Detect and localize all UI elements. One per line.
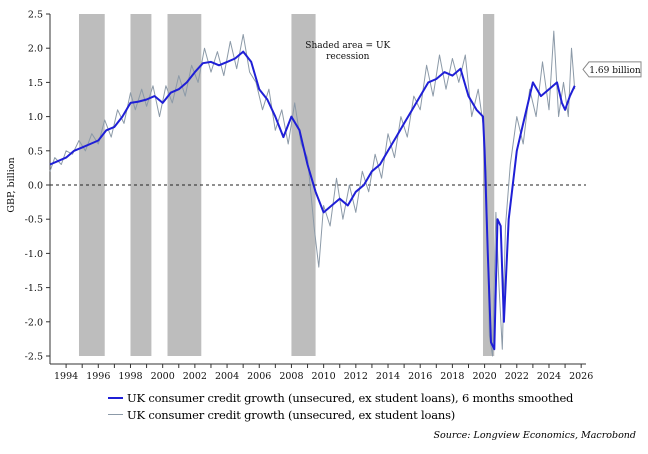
series-line-1: [49, 30, 576, 357]
y-tick-label-0: 2.5: [28, 10, 43, 21]
x-tick-label-8: 2010: [312, 371, 336, 382]
x-tick-label-11: 2016: [408, 371, 432, 382]
x-tick-label-14: 2022: [505, 371, 529, 382]
y-axis-title: GBP, billion: [6, 157, 17, 212]
x-tick-label-0: 1994: [54, 371, 78, 382]
y-tick-label-6: -0.5: [25, 215, 43, 226]
x-tick-label-9: 2012: [344, 371, 368, 382]
x-tick-label-4: 2002: [183, 371, 207, 382]
x-tick-label-7: 2008: [279, 371, 303, 382]
x-tick-label-5: 2004: [215, 371, 239, 382]
x-tick-label-13: 2020: [473, 371, 497, 382]
y-tick-label-1: 2.0: [28, 44, 43, 55]
x-tick-label-1: 1996: [86, 371, 110, 382]
x-tick-label-6: 2006: [247, 371, 271, 382]
chart-labels: 2.5 2.0 1.5 1.0 0.5 0.0 -0.5 -1.0 -1.5 -2.0 -2.5 GB…: [6, 10, 642, 382]
x-tick-label-15: 2024: [537, 371, 561, 382]
legend-item-raw: UK consumer credit growth (unsecured, ex…: [108, 406, 573, 423]
y-tick-label-10: -2.5: [25, 352, 43, 363]
legend-swatch-raw: [108, 414, 123, 415]
end-value-callout: [582, 61, 642, 78]
y-tick-label-3: 1.0: [28, 112, 43, 123]
y-tick-label-5: 0.0: [28, 181, 43, 192]
y-tick-label-8: -1.5: [25, 283, 43, 294]
series-lines: [49, 30, 576, 357]
recession-annotation-line-1: recession: [326, 52, 370, 62]
x-tick-label-10: 2014: [376, 371, 400, 382]
x-tick-label-12: 2018: [440, 371, 464, 382]
legend: UK consumer credit growth (unsecured, ex…: [108, 389, 573, 423]
end-value-label: 1.69 billion: [589, 66, 641, 76]
legend-item-smoothed: UK consumer credit growth (unsecured, ex…: [108, 389, 573, 406]
chart-axes: [46, 13, 586, 368]
series-line-0: [49, 50, 576, 351]
legend-swatch-smoothed: [108, 396, 123, 399]
source-note: Source: Longview Economics, Macrobond: [433, 430, 636, 441]
y-tick-label-9: -2.0: [25, 317, 43, 328]
y-tick-label-2: 1.5: [28, 78, 43, 89]
x-tick-label-3: 2000: [151, 371, 175, 382]
y-tick-label-7: -1.0: [25, 249, 43, 260]
x-tick-label-2: 1998: [118, 371, 142, 382]
recession-annotation-line-0: Shaded area = UK: [305, 41, 390, 51]
legend-label-raw: UK consumer credit growth (unsecured, ex…: [127, 407, 456, 422]
x-tick-label-16: 2026: [569, 371, 593, 382]
y-tick-label-4: 0.5: [28, 146, 43, 157]
legend-label-smoothed: UK consumer credit growth (unsecured, ex…: [127, 390, 574, 405]
